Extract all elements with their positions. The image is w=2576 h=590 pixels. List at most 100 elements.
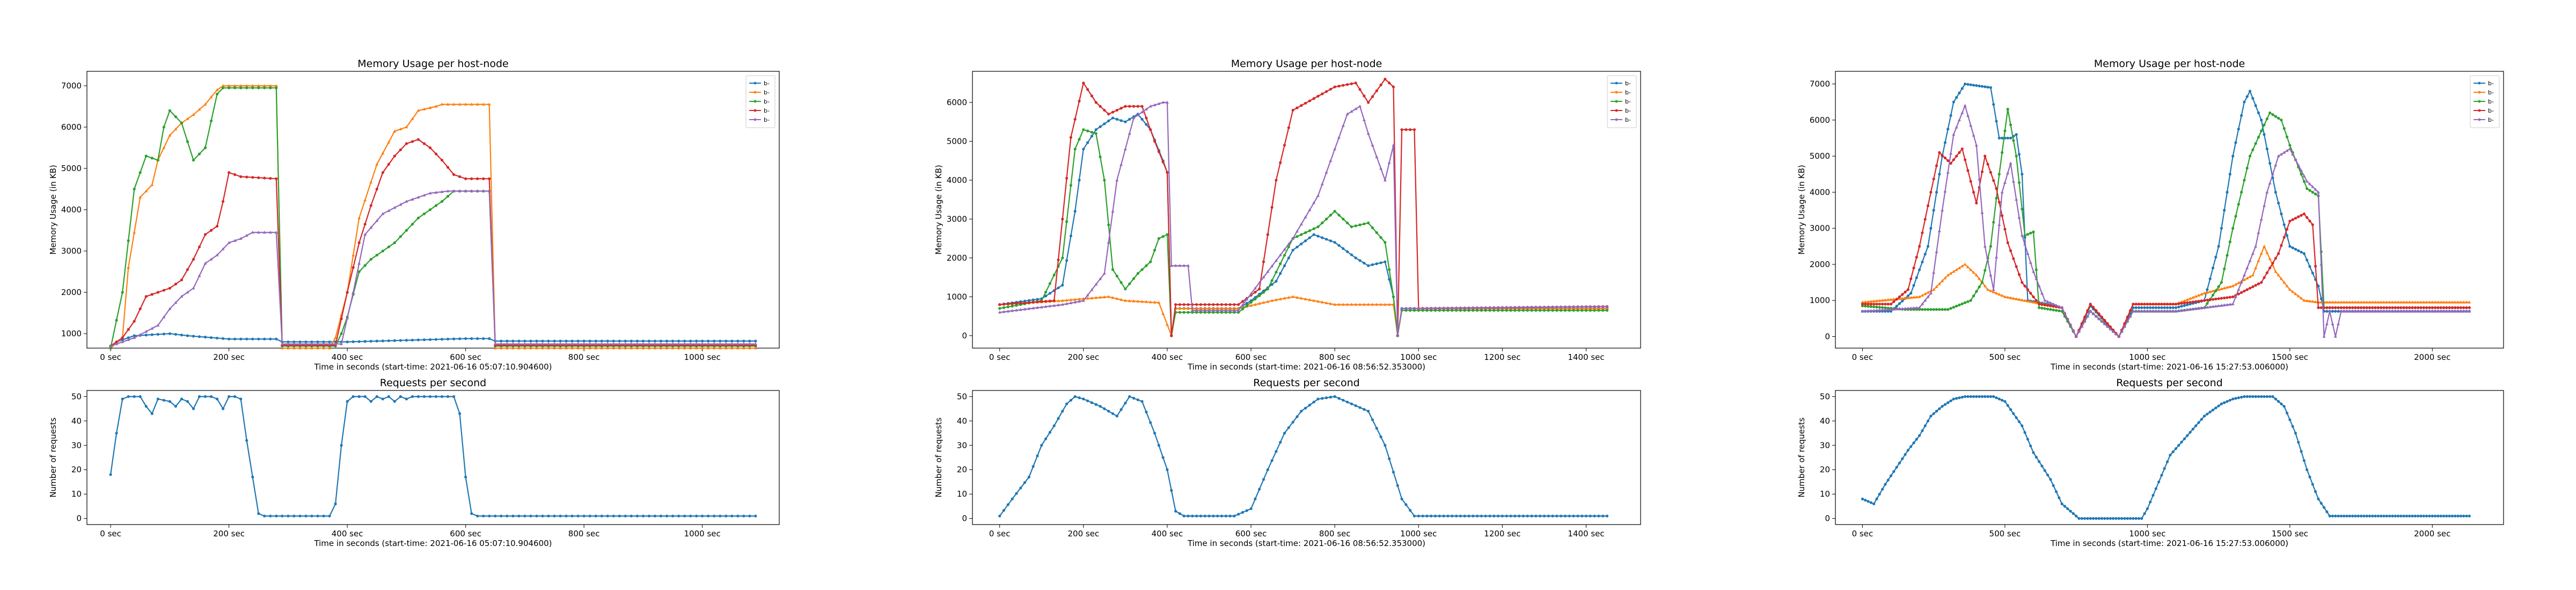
- data-point: [1203, 308, 1207, 312]
- data-point: [1946, 128, 1950, 131]
- data-point: [197, 395, 201, 398]
- data-point: [1283, 144, 1286, 147]
- data-point: [1002, 310, 1006, 313]
- data-point: [998, 307, 1001, 310]
- data-point: [263, 176, 266, 180]
- data-point: [630, 346, 633, 350]
- data-point: [618, 340, 621, 343]
- data-point: [1969, 299, 1972, 302]
- data-point: [411, 197, 414, 201]
- data-point: [1946, 159, 1950, 163]
- data-point: [440, 200, 444, 203]
- data-point: [1960, 111, 1964, 114]
- data-point: [488, 514, 491, 518]
- data-point: [1086, 129, 1089, 132]
- data-point: [2280, 212, 2283, 216]
- data-point: [1997, 173, 2001, 176]
- data-point: [1989, 273, 1993, 277]
- data-point: [2439, 514, 2442, 518]
- data-point: [1513, 305, 1517, 309]
- y-tick-label: 0: [1825, 514, 1830, 523]
- data-point: [1103, 122, 1106, 126]
- data-point: [1463, 306, 1467, 309]
- data-point: [730, 346, 734, 350]
- data-point: [1593, 309, 1596, 312]
- data-point: [1321, 92, 1324, 95]
- data-point: [1605, 305, 1609, 308]
- data-point: [2183, 308, 2186, 312]
- data-point: [1915, 276, 1918, 279]
- data-point: [2390, 309, 2394, 313]
- data-point: [2263, 204, 2266, 207]
- data-point: [2331, 514, 2334, 518]
- data-point: [2465, 514, 2468, 518]
- data-point: [1861, 497, 1864, 500]
- data-point: [1036, 300, 1039, 304]
- data-point: [2391, 306, 2394, 309]
- data-point: [121, 336, 124, 340]
- x-tick-label: 0 sec: [989, 352, 1011, 362]
- data-point: [718, 342, 722, 345]
- data-point: [2354, 306, 2357, 309]
- data-point: [1275, 450, 1278, 453]
- data-point: [630, 342, 633, 345]
- data-point: [1451, 309, 1454, 312]
- data-point: [2220, 281, 2223, 284]
- data-point: [1388, 82, 1391, 85]
- series-4: [109, 189, 757, 348]
- data-point: [1094, 282, 1098, 286]
- data-point: [2149, 303, 2152, 306]
- data-point: [1014, 308, 1018, 312]
- data-point: [1358, 259, 1362, 262]
- data-point: [2240, 281, 2243, 284]
- data-point: [1505, 309, 1508, 312]
- data-point: [1978, 84, 1981, 87]
- chart-title: Requests per second: [2116, 377, 2222, 389]
- data-point: [1048, 431, 1052, 434]
- x-axis-label: Time in seconds (start-time: 2021-06-16 …: [2050, 362, 2288, 372]
- data-point: [1224, 308, 1228, 312]
- data-point: [2251, 395, 2255, 398]
- data-point: [2306, 216, 2309, 219]
- data-point: [2038, 306, 2041, 309]
- data-point: [1191, 514, 1194, 518]
- legend-marker: [753, 82, 757, 85]
- data-point: [1526, 309, 1529, 312]
- data-point: [2217, 304, 2221, 307]
- data-point: [304, 340, 308, 344]
- data-point: [2165, 306, 2169, 309]
- data-point: [1521, 309, 1525, 312]
- data-point: [287, 340, 290, 344]
- data-point: [221, 407, 225, 410]
- data-point: [2422, 514, 2425, 518]
- data-point: [2134, 303, 2138, 306]
- data-point: [647, 342, 651, 345]
- data-point: [1983, 284, 1987, 287]
- data-point: [470, 177, 473, 180]
- data-point: [2006, 136, 2009, 140]
- data-point: [559, 514, 562, 518]
- data-point: [2417, 514, 2420, 518]
- data-point: [162, 333, 165, 336]
- data-point: [2328, 300, 2332, 304]
- data-point: [1132, 299, 1136, 303]
- data-point: [2416, 309, 2420, 313]
- data-point: [2416, 300, 2420, 304]
- data-point: [2242, 273, 2246, 277]
- data-point: [1898, 297, 1901, 300]
- data-point: [1869, 501, 1872, 504]
- data-point: [500, 514, 503, 518]
- data-point: [2231, 295, 2235, 299]
- data-point: [168, 332, 171, 335]
- data-point: [1878, 306, 1881, 309]
- data-point: [1228, 514, 1232, 518]
- data-point: [1295, 230, 1299, 233]
- data-point: [1980, 281, 1984, 284]
- data-point: [316, 342, 319, 345]
- data-point: [1358, 406, 1362, 409]
- data-point: [2191, 307, 2195, 311]
- data-point: [1128, 395, 1131, 398]
- data-point: [1900, 307, 1904, 310]
- data-point: [2243, 100, 2246, 104]
